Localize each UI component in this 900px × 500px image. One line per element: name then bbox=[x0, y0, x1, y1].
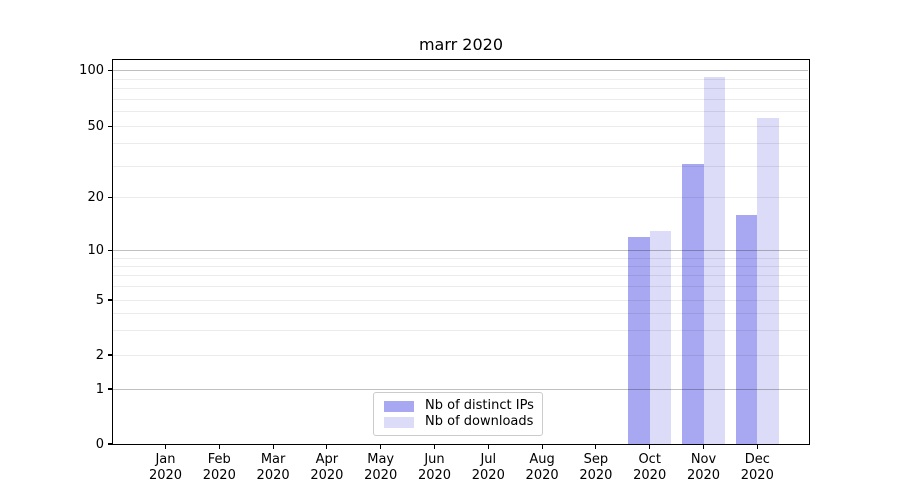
x-tick-year: 2020 bbox=[686, 468, 721, 483]
y-tick-label: 2 bbox=[95, 347, 104, 363]
y-tick-mark bbox=[108, 70, 112, 72]
bar-distinct-ips bbox=[682, 163, 704, 444]
x-tick-year: 2020 bbox=[417, 468, 452, 483]
x-tick-label: Jul 2020 bbox=[460, 452, 516, 484]
chart-title: marr 2020 bbox=[418, 35, 504, 54]
y-tick-label: 0 bbox=[95, 436, 104, 452]
x-tick-year: 2020 bbox=[202, 468, 236, 483]
x-tick-month: Aug bbox=[529, 452, 555, 467]
x-tick-label: Dec 2020 bbox=[729, 452, 785, 484]
y-tick-mark bbox=[108, 126, 112, 128]
y-gridline-major bbox=[113, 70, 808, 72]
x-tick-label: Nov 2020 bbox=[676, 452, 732, 484]
x-tick-year: 2020 bbox=[471, 468, 505, 483]
x-tick-month: Oct bbox=[638, 452, 661, 467]
legend: Nb of distinct IPs Nb of downloads bbox=[373, 392, 543, 436]
legend-swatch-downloads-icon bbox=[384, 416, 414, 428]
legend-entry-downloads: Nb of downloads bbox=[384, 414, 536, 430]
x-tick-mark bbox=[272, 445, 274, 449]
x-tick-label: Aug 2020 bbox=[514, 452, 570, 484]
x-tick-label: Oct 2020 bbox=[622, 452, 678, 484]
legend-swatch-distinct-ips-icon bbox=[384, 400, 414, 412]
x-tick-month: Mar bbox=[260, 452, 286, 467]
x-tick-month: Dec bbox=[744, 452, 770, 467]
bar-downloads bbox=[649, 230, 672, 444]
x-tick-year: 2020 bbox=[256, 468, 290, 483]
x-tick-mark bbox=[380, 445, 382, 449]
x-tick-label: Sep 2020 bbox=[568, 452, 624, 484]
x-tick-label: Mar 2020 bbox=[245, 452, 301, 484]
x-tick-year: 2020 bbox=[579, 468, 613, 483]
x-tick-mark bbox=[487, 445, 489, 449]
y-tick-label: 1 bbox=[95, 381, 104, 397]
bar-distinct-ips bbox=[735, 214, 758, 444]
x-tick-mark bbox=[218, 445, 220, 449]
bar-distinct-ips bbox=[628, 236, 650, 444]
x-tick-mark bbox=[164, 445, 167, 449]
x-tick-month: May bbox=[367, 452, 395, 467]
x-tick-mark bbox=[702, 445, 705, 449]
y-tick-label: 20 bbox=[87, 190, 104, 206]
x-tick-label: May 2020 bbox=[353, 452, 409, 484]
x-tick-label: Feb 2020 bbox=[191, 452, 247, 484]
x-tick-mark bbox=[649, 445, 651, 449]
legend-entry-distinct-ips: Nb of distinct IPs bbox=[384, 398, 536, 414]
x-tick-mark bbox=[541, 445, 543, 449]
y-tick-mark bbox=[108, 299, 112, 301]
bar-downloads bbox=[703, 77, 725, 444]
y-tick-label: 50 bbox=[87, 119, 104, 135]
x-tick-year: 2020 bbox=[310, 468, 344, 483]
y-tick-label: 100 bbox=[79, 63, 104, 79]
legend-label-downloads: Nb of downloads bbox=[425, 414, 534, 429]
x-tick-month: Jan bbox=[155, 452, 176, 467]
x-tick-month: Feb bbox=[207, 452, 231, 467]
x-tick-mark bbox=[595, 445, 597, 449]
x-tick-year: 2020 bbox=[148, 468, 183, 483]
y-tick-mark bbox=[108, 249, 112, 252]
y-tick-mark bbox=[108, 197, 112, 199]
bar-downloads bbox=[757, 117, 779, 444]
legend-label-distinct-ips: Nb of distinct IPs bbox=[425, 398, 534, 413]
x-tick-year: 2020 bbox=[364, 468, 398, 483]
x-tick-mark bbox=[756, 445, 758, 449]
x-tick-month: Jun bbox=[424, 452, 445, 467]
x-tick-month: Nov bbox=[690, 452, 717, 467]
y-tick-label: 10 bbox=[87, 243, 104, 258]
y-tick-mark bbox=[108, 443, 112, 445]
x-tick-label: Apr 2020 bbox=[299, 452, 355, 484]
x-tick-year: 2020 bbox=[525, 468, 559, 483]
x-tick-month: Apr bbox=[315, 452, 339, 467]
y-tick-mark bbox=[108, 388, 112, 390]
x-tick-mark bbox=[433, 445, 436, 449]
x-tick-month: Sep bbox=[583, 452, 609, 467]
x-tick-mark bbox=[326, 445, 328, 449]
x-tick-label: Jan 2020 bbox=[138, 452, 194, 484]
y-tick-mark bbox=[108, 354, 112, 356]
x-tick-month: Jul bbox=[480, 452, 497, 467]
x-tick-year: 2020 bbox=[740, 468, 774, 483]
x-tick-label: Jun 2020 bbox=[407, 452, 463, 484]
y-tick-label: 5 bbox=[95, 292, 104, 308]
x-tick-year: 2020 bbox=[633, 468, 667, 483]
